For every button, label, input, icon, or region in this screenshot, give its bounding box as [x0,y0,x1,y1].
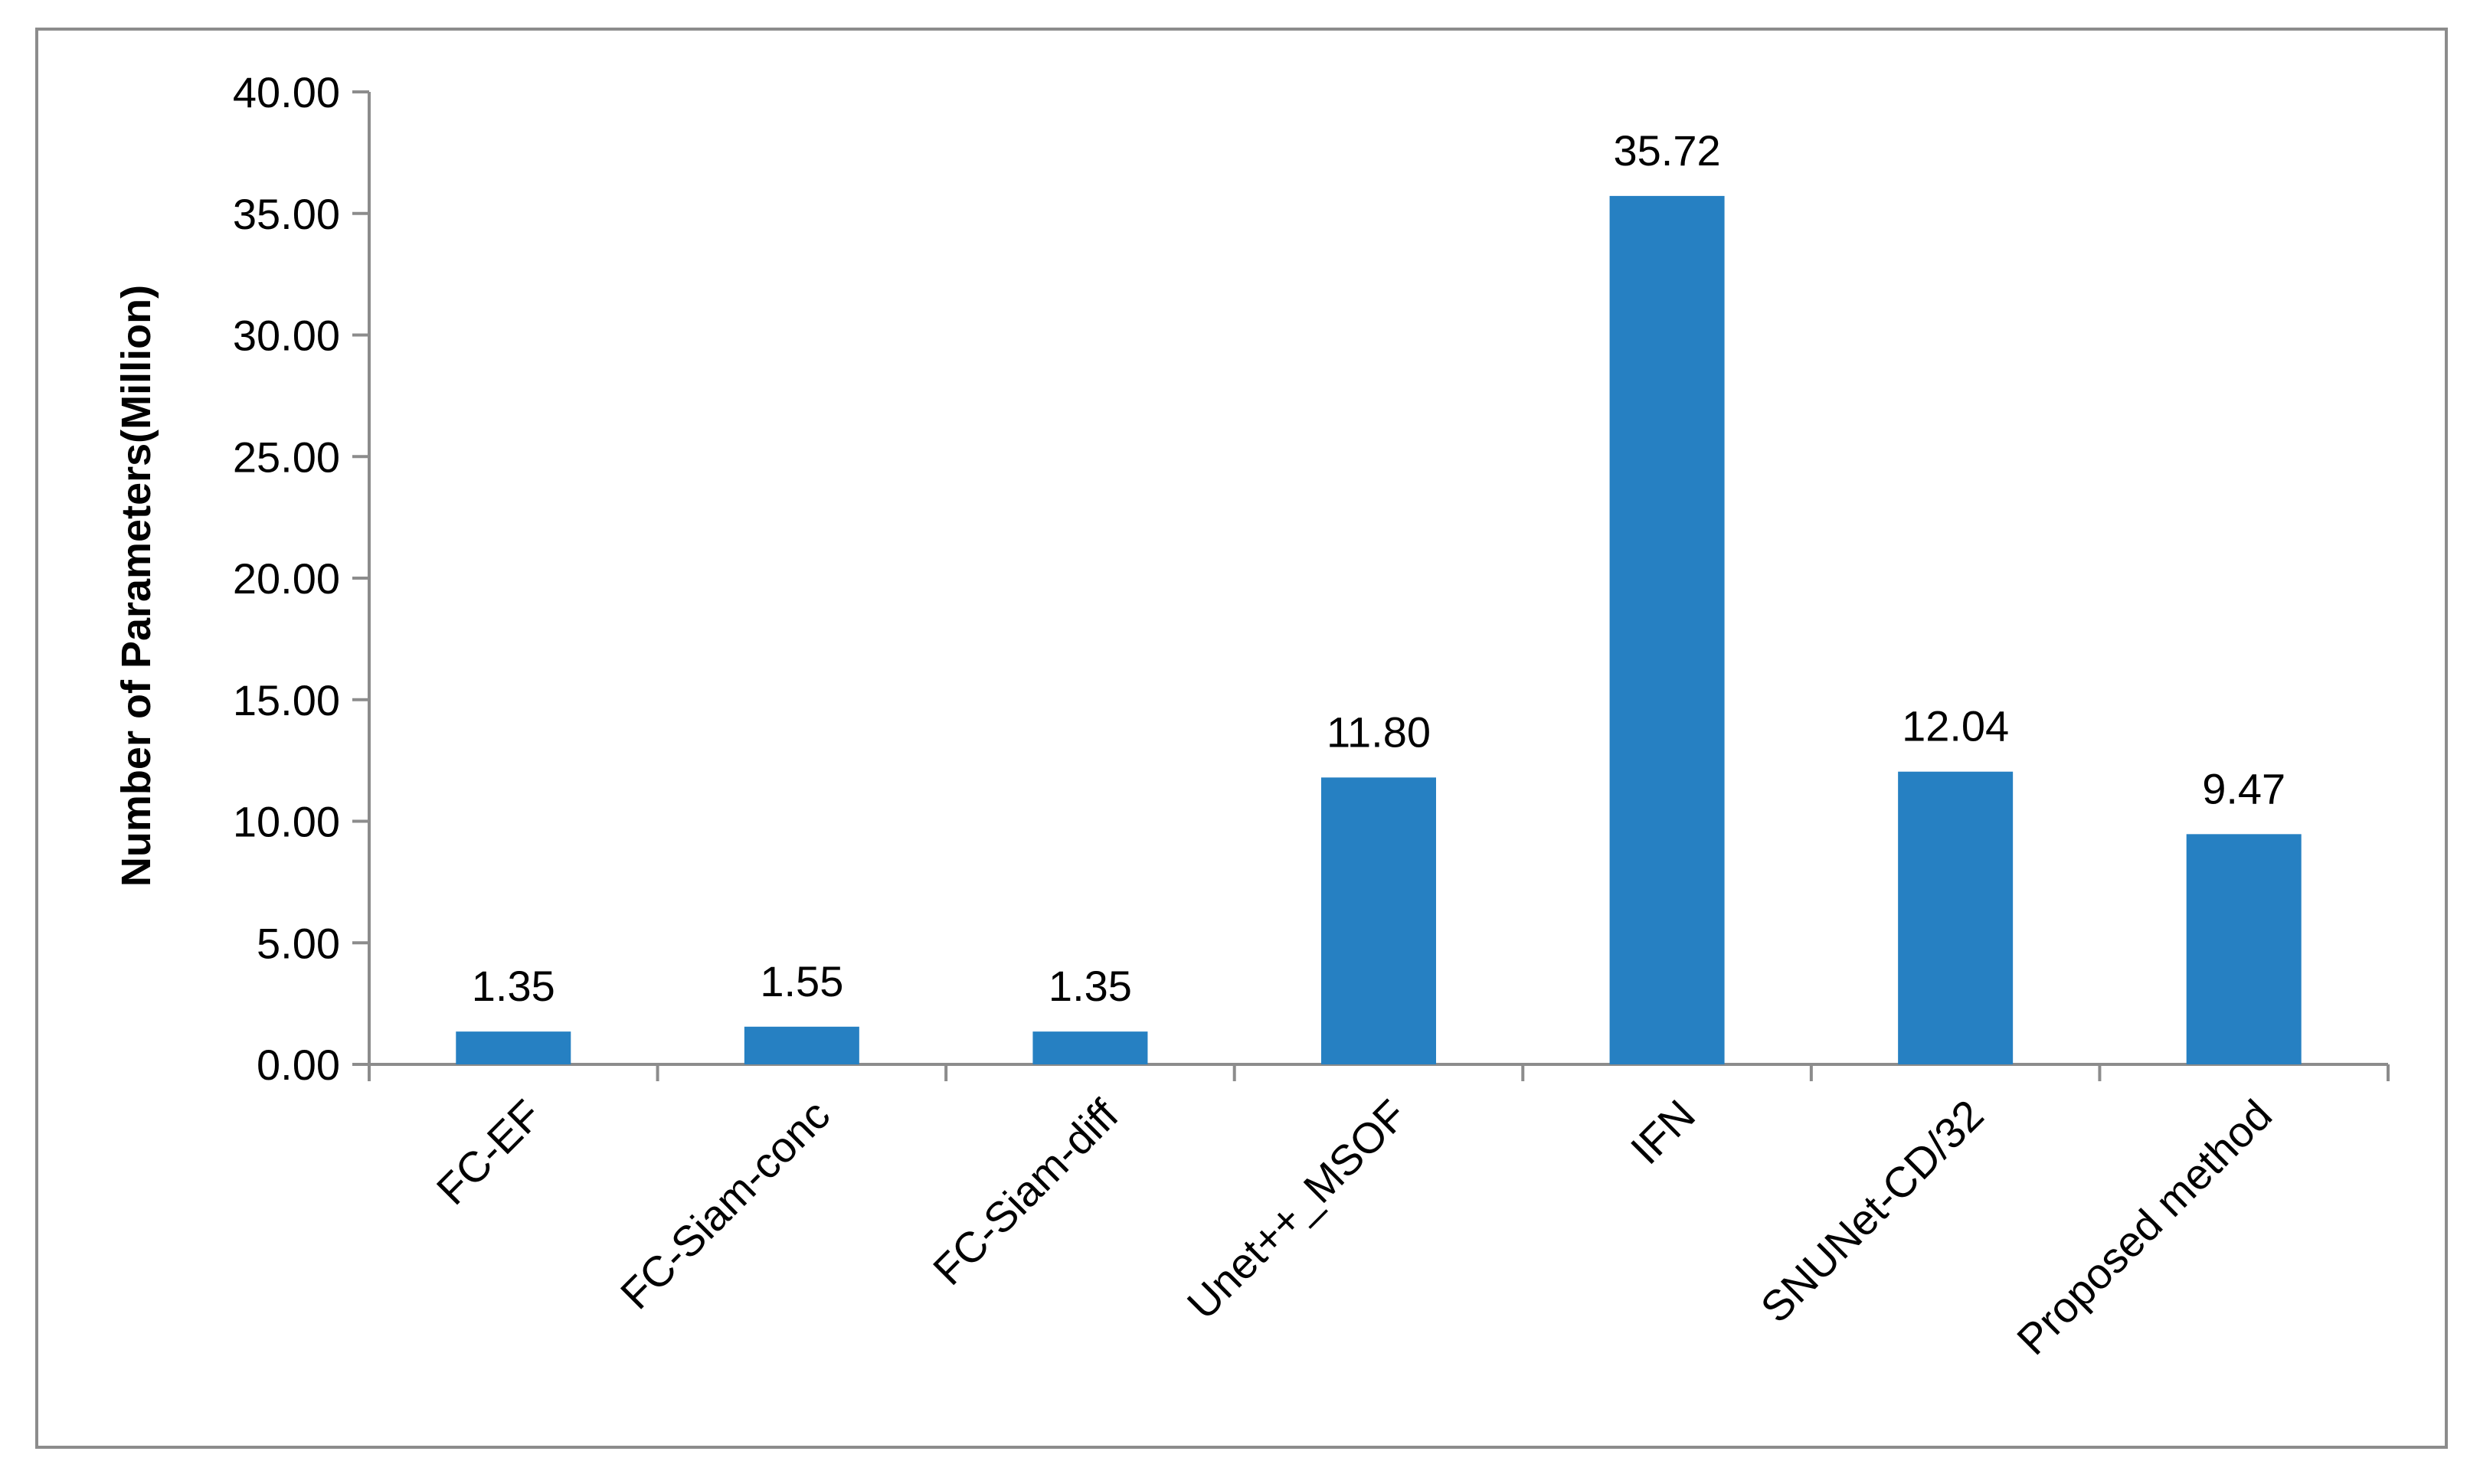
x-tick-label: FC-Siam-diff [924,1090,1127,1294]
data-labels: 1.35 1.55 1.35 11.80 35.72 12.04 9.47 [472,126,2285,1010]
x-labels: FC-EF FC-Siam-conc FC-Siam-diff Unet++_MSOF… [427,1090,2282,1364]
bar [1898,771,2014,1064]
bar [1321,777,1436,1064]
chart-frame [35,28,2448,1449]
x-tick-label: Unet++_MSOF [1178,1090,1416,1329]
x-tick-label: FC-EF [427,1090,551,1214]
y-tick-label: 25.00 [233,433,340,481]
data-label: 1.35 [1049,962,1132,1010]
y-tick-label: 5.00 [257,919,340,967]
y-tick-label: 40.00 [233,68,340,116]
y-tick-label: 10.00 [233,798,340,846]
bar [456,1031,571,1064]
bars [456,195,2302,1064]
data-label: 11.80 [1327,708,1431,756]
bar [1609,195,1725,1064]
x-tick-label: IFN [1621,1090,1704,1173]
bar [1032,1031,1148,1064]
x-tick-label: Proposed method [2007,1090,2281,1364]
y-tick-label: 20.00 [233,554,340,603]
y-tick-label: 30.00 [233,312,340,360]
x-tick-label: FC-Siam-conc [611,1090,839,1319]
data-label: 12.04 [1902,702,2009,750]
y-tick-label: 35.00 [233,190,340,238]
data-label: 1.55 [760,957,843,1005]
data-label: 1.35 [472,962,555,1010]
y-tick-label: 0.00 [257,1041,340,1089]
x-tick-label: SNUNet-CD/32 [1751,1090,1992,1332]
data-label: 35.72 [1614,126,1721,175]
bar [2186,834,2302,1064]
y-axis-title-group: Number of Parameters(Million) [113,285,159,887]
bar [744,1026,859,1064]
data-label: 9.47 [2202,764,2285,812]
y-axis-title: Number of Parameters(Million) [113,285,159,887]
y-ticks: 0.00 5.00 10.00 15.00 20.00 25.00 30.00 35.00 40… [233,68,369,1089]
y-tick-label: 15.00 [233,676,340,724]
